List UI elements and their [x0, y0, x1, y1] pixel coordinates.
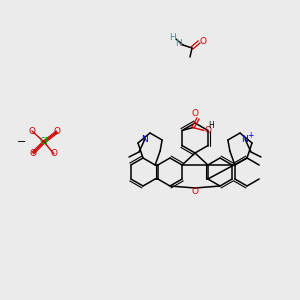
Text: −: −: [17, 137, 27, 147]
Text: N: N: [242, 134, 248, 143]
Text: N: N: [176, 40, 182, 49]
Text: O: O: [191, 109, 199, 118]
Text: O: O: [205, 126, 212, 135]
Text: O: O: [50, 149, 58, 158]
Text: Cl: Cl: [40, 137, 48, 146]
Text: O: O: [191, 188, 199, 196]
Text: O: O: [200, 38, 206, 46]
Text: H: H: [208, 121, 214, 130]
Text: N: N: [142, 134, 148, 143]
Text: O: O: [28, 127, 35, 136]
Text: +: +: [247, 130, 253, 140]
Text: O: O: [53, 128, 61, 136]
Text: H: H: [169, 32, 176, 41]
Text: O: O: [29, 148, 37, 158]
